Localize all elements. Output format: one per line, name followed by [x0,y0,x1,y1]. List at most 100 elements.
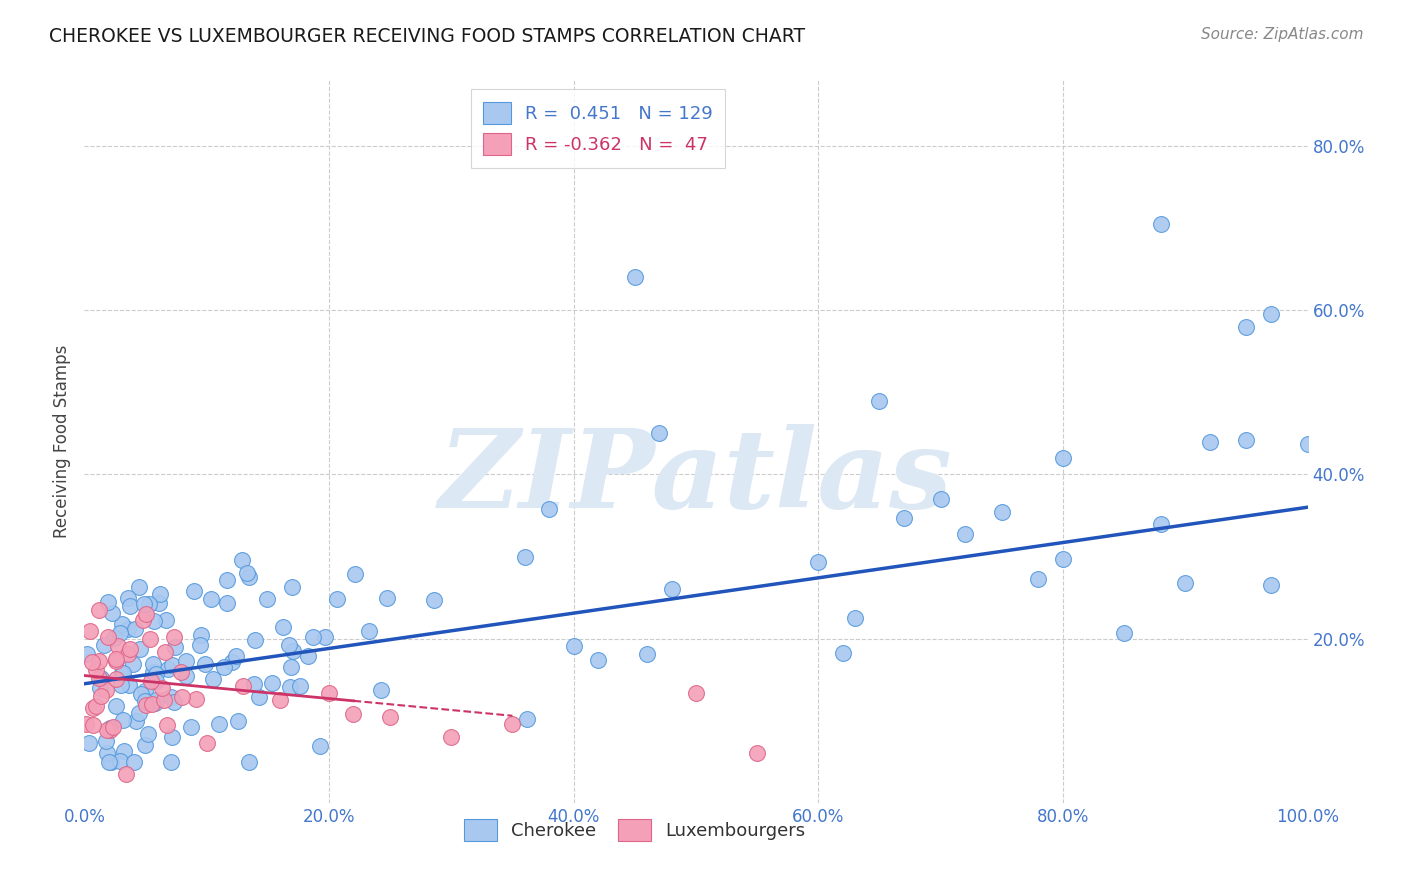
Point [215,596,238,610]
Point [562,639,585,653]
Point [122,657,145,671]
Point [75,717,97,731]
Point [243,677,266,691]
Point [370,683,392,698]
Point [163,640,186,655]
Point [129,687,152,701]
Point [281,644,304,658]
Point [174,668,197,682]
Point [86,663,108,677]
Point [118,678,141,692]
Point [869,393,891,408]
Point [105,652,128,666]
Point [1174,576,1197,591]
Point [103,720,125,734]
Point [120,599,142,614]
Point [238,755,260,769]
Point [624,270,647,285]
Point [100,755,122,769]
Point [201,672,224,686]
Point [112,713,135,727]
Point [893,511,915,525]
Point [221,656,243,670]
Point [208,717,231,731]
Text: Source: ZipAtlas.com: Source: ZipAtlas.com [1201,27,1364,42]
Point [84,699,107,714]
Point [1236,319,1258,334]
Point [98,755,121,769]
Point [104,699,127,714]
Point [97,630,120,644]
Point [1260,578,1282,592]
Point [139,632,162,647]
Point [236,566,259,581]
Point [87,671,110,685]
Point [156,718,179,732]
Point [1260,307,1282,321]
Point [262,676,284,690]
Point [288,679,311,693]
Point [172,690,194,704]
Point [104,673,127,687]
Point [280,660,302,674]
Point [831,646,853,660]
Point [586,653,609,667]
Point [111,666,134,681]
Point [685,686,707,700]
Point [125,714,148,728]
Point [98,723,121,738]
Point [134,694,156,708]
Point [1150,217,1173,231]
Legend: Cherokee, Luxembourgers: Cherokee, Luxembourgers [457,812,813,848]
Point [342,706,364,721]
Point [153,645,176,659]
Point [135,698,157,712]
Point [271,620,294,634]
Point [135,607,157,621]
Text: CHEROKEE VS LUXEMBOURGER RECEIVING FOOD STAMPS CORRELATION CHART: CHEROKEE VS LUXEMBOURGER RECEIVING FOOD … [49,27,806,45]
Point [155,613,177,627]
Text: ZIPatlas: ZIPatlas [439,424,953,532]
Point [280,681,302,695]
Point [89,681,111,695]
Point [232,679,254,693]
Point [238,569,260,583]
Point [302,630,325,644]
Point [225,649,247,664]
Point [256,592,278,607]
Point [115,766,138,780]
Point [844,611,866,625]
Point [157,663,180,677]
Point [79,624,101,638]
Point [104,654,127,668]
Point [87,654,110,668]
Point [163,695,186,709]
Point [107,639,129,653]
Point [112,744,135,758]
Point [174,655,197,669]
Point [149,587,172,601]
Point [377,591,399,606]
Point [129,641,152,656]
Point [1150,516,1173,531]
Point [245,633,267,648]
Point [142,665,165,679]
Point [97,595,120,609]
Point [212,659,235,673]
Point [82,701,104,715]
Y-axis label: Receiving Food Stamps: Receiving Food Stamps [53,345,72,538]
Point [231,553,253,567]
Point [269,693,291,707]
Point [93,638,115,652]
Point [111,665,134,680]
Point [132,614,155,628]
Point [297,648,319,663]
Point [648,426,671,441]
Point [314,630,336,644]
Point [215,574,238,588]
Point [318,686,340,700]
Point [122,755,145,769]
Point [141,657,163,671]
Point [991,505,1014,519]
Point [380,710,402,724]
